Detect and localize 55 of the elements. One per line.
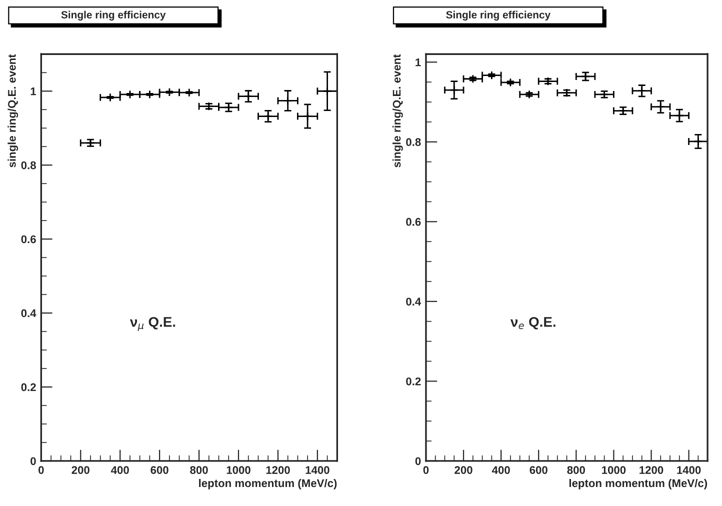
x-tick-label: 1200 xyxy=(266,466,290,474)
point xyxy=(524,90,534,99)
y-tick-label: 0.6 xyxy=(406,218,421,226)
y-tick-label: 1 xyxy=(416,58,421,66)
x-tick-label: 1000 xyxy=(226,466,250,474)
x-tick-label: 1000 xyxy=(602,466,626,474)
point xyxy=(283,96,292,106)
x-tick-label: 1400 xyxy=(306,466,330,474)
x-tick-label: 200 xyxy=(72,466,90,474)
y-tick-label: 0.4 xyxy=(21,309,36,318)
y-tick-label: 0.2 xyxy=(21,383,36,392)
point xyxy=(303,112,312,121)
y-tick-label: 0 xyxy=(30,457,36,466)
y-tick-label: 0.4 xyxy=(406,298,422,306)
point xyxy=(468,74,478,84)
point xyxy=(694,136,703,146)
x-axis-title: lepton momentum (MeV/c) xyxy=(569,478,708,490)
annotation: ν$_{μ}$ Q.E. xyxy=(130,316,176,331)
y-tick-label: 0.6 xyxy=(21,235,36,244)
y-tick-label: 0.8 xyxy=(406,138,421,146)
x-tick-label: 800 xyxy=(567,466,585,474)
y-tick-label: 0.8 xyxy=(21,161,36,170)
y-axis-title: single ring/Q.E. event xyxy=(392,54,403,168)
chart-title: Single ring efficiency xyxy=(61,10,166,21)
point xyxy=(264,112,273,121)
point xyxy=(125,90,134,99)
chart-title: Single ring efficiency xyxy=(446,10,551,21)
point xyxy=(674,111,684,120)
x-tick-label: 1200 xyxy=(640,466,664,474)
point xyxy=(656,102,666,112)
x-tick-label: 1400 xyxy=(677,466,701,474)
point xyxy=(184,88,194,98)
x-tick-label: 600 xyxy=(150,466,168,474)
annotation: ν$_{e}$ Q.E. xyxy=(510,316,556,330)
point xyxy=(322,86,332,96)
y-tick-label: 1 xyxy=(30,88,36,96)
point xyxy=(145,90,154,99)
x-tick-label: 400 xyxy=(110,466,129,474)
point xyxy=(244,92,253,101)
point xyxy=(164,88,174,97)
x-tick-label: 800 xyxy=(190,466,208,474)
y-axis-title: single ring/Q.E. event xyxy=(8,54,18,168)
point xyxy=(106,92,115,102)
x-tick-label: 0 xyxy=(38,466,44,474)
point xyxy=(506,78,515,87)
point xyxy=(637,86,646,96)
point xyxy=(450,86,459,95)
x-tick-label: 400 xyxy=(492,466,510,474)
point xyxy=(487,70,496,80)
y-tick-label: 0.2 xyxy=(406,377,421,386)
x-tick-label: 600 xyxy=(530,466,548,474)
x-tick-label: 0 xyxy=(423,466,429,474)
x-tick-label: 200 xyxy=(454,466,472,474)
y-tick-label: 0 xyxy=(415,457,421,466)
x-axis-title: lepton momentum (MeV/c) xyxy=(199,478,337,490)
